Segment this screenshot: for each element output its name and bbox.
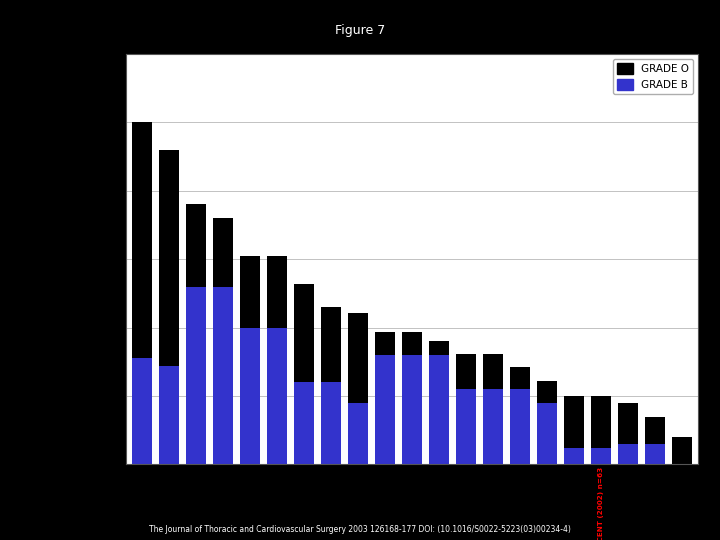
Bar <box>213 218 233 287</box>
Bar <box>348 403 369 464</box>
Bar <box>240 256 261 328</box>
Bar <box>510 367 531 389</box>
Text: The Journal of Thoracic and Cardiovascular Surgery 2003 126168-177 DOI: (10.1016: The Journal of Thoracic and Cardiovascul… <box>149 524 571 534</box>
Bar <box>645 416 665 444</box>
Bar <box>213 287 233 464</box>
Text: Figure 7: Figure 7 <box>335 24 385 37</box>
Bar <box>321 382 341 464</box>
Bar <box>321 307 341 382</box>
Bar <box>456 389 477 464</box>
Bar <box>267 328 287 464</box>
Bar <box>510 389 531 464</box>
Y-axis label: % of Study Patients: % of Study Patients <box>81 198 91 321</box>
Bar <box>429 355 449 464</box>
Bar <box>456 354 477 389</box>
Bar <box>564 448 585 464</box>
Bar <box>132 357 153 464</box>
Bar <box>591 396 611 448</box>
Bar <box>645 444 665 464</box>
Bar <box>132 123 153 357</box>
Bar <box>375 355 395 464</box>
Legend: GRADE O, GRADE B: GRADE O, GRADE B <box>613 59 693 94</box>
Bar <box>267 256 287 328</box>
Bar <box>348 313 369 403</box>
Bar <box>429 341 449 355</box>
Bar <box>483 389 503 464</box>
Bar <box>402 355 423 464</box>
Bar <box>375 332 395 355</box>
Bar <box>294 284 315 382</box>
Bar <box>537 381 557 403</box>
Title: LIMA/LAD Study Comparison Using
FitzGibbon Patency Classification: LIMA/LAD Study Comparison Using FitzGibb… <box>282 22 542 50</box>
Bar <box>294 382 315 464</box>
Bar <box>483 354 503 389</box>
Bar <box>591 448 611 464</box>
Bar <box>564 396 585 448</box>
Bar <box>240 328 261 464</box>
Bar <box>186 205 207 287</box>
Bar <box>159 150 179 366</box>
Bar <box>537 403 557 464</box>
Bar <box>159 366 179 464</box>
Bar <box>618 444 639 464</box>
Bar <box>672 437 693 464</box>
Bar <box>618 403 639 444</box>
Bar <box>402 332 423 355</box>
Bar <box>186 287 207 464</box>
